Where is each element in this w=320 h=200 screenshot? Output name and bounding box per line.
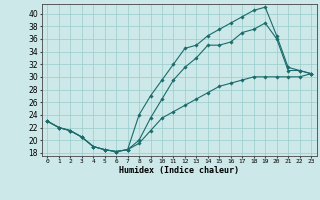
X-axis label: Humidex (Indice chaleur): Humidex (Indice chaleur) (119, 166, 239, 175)
